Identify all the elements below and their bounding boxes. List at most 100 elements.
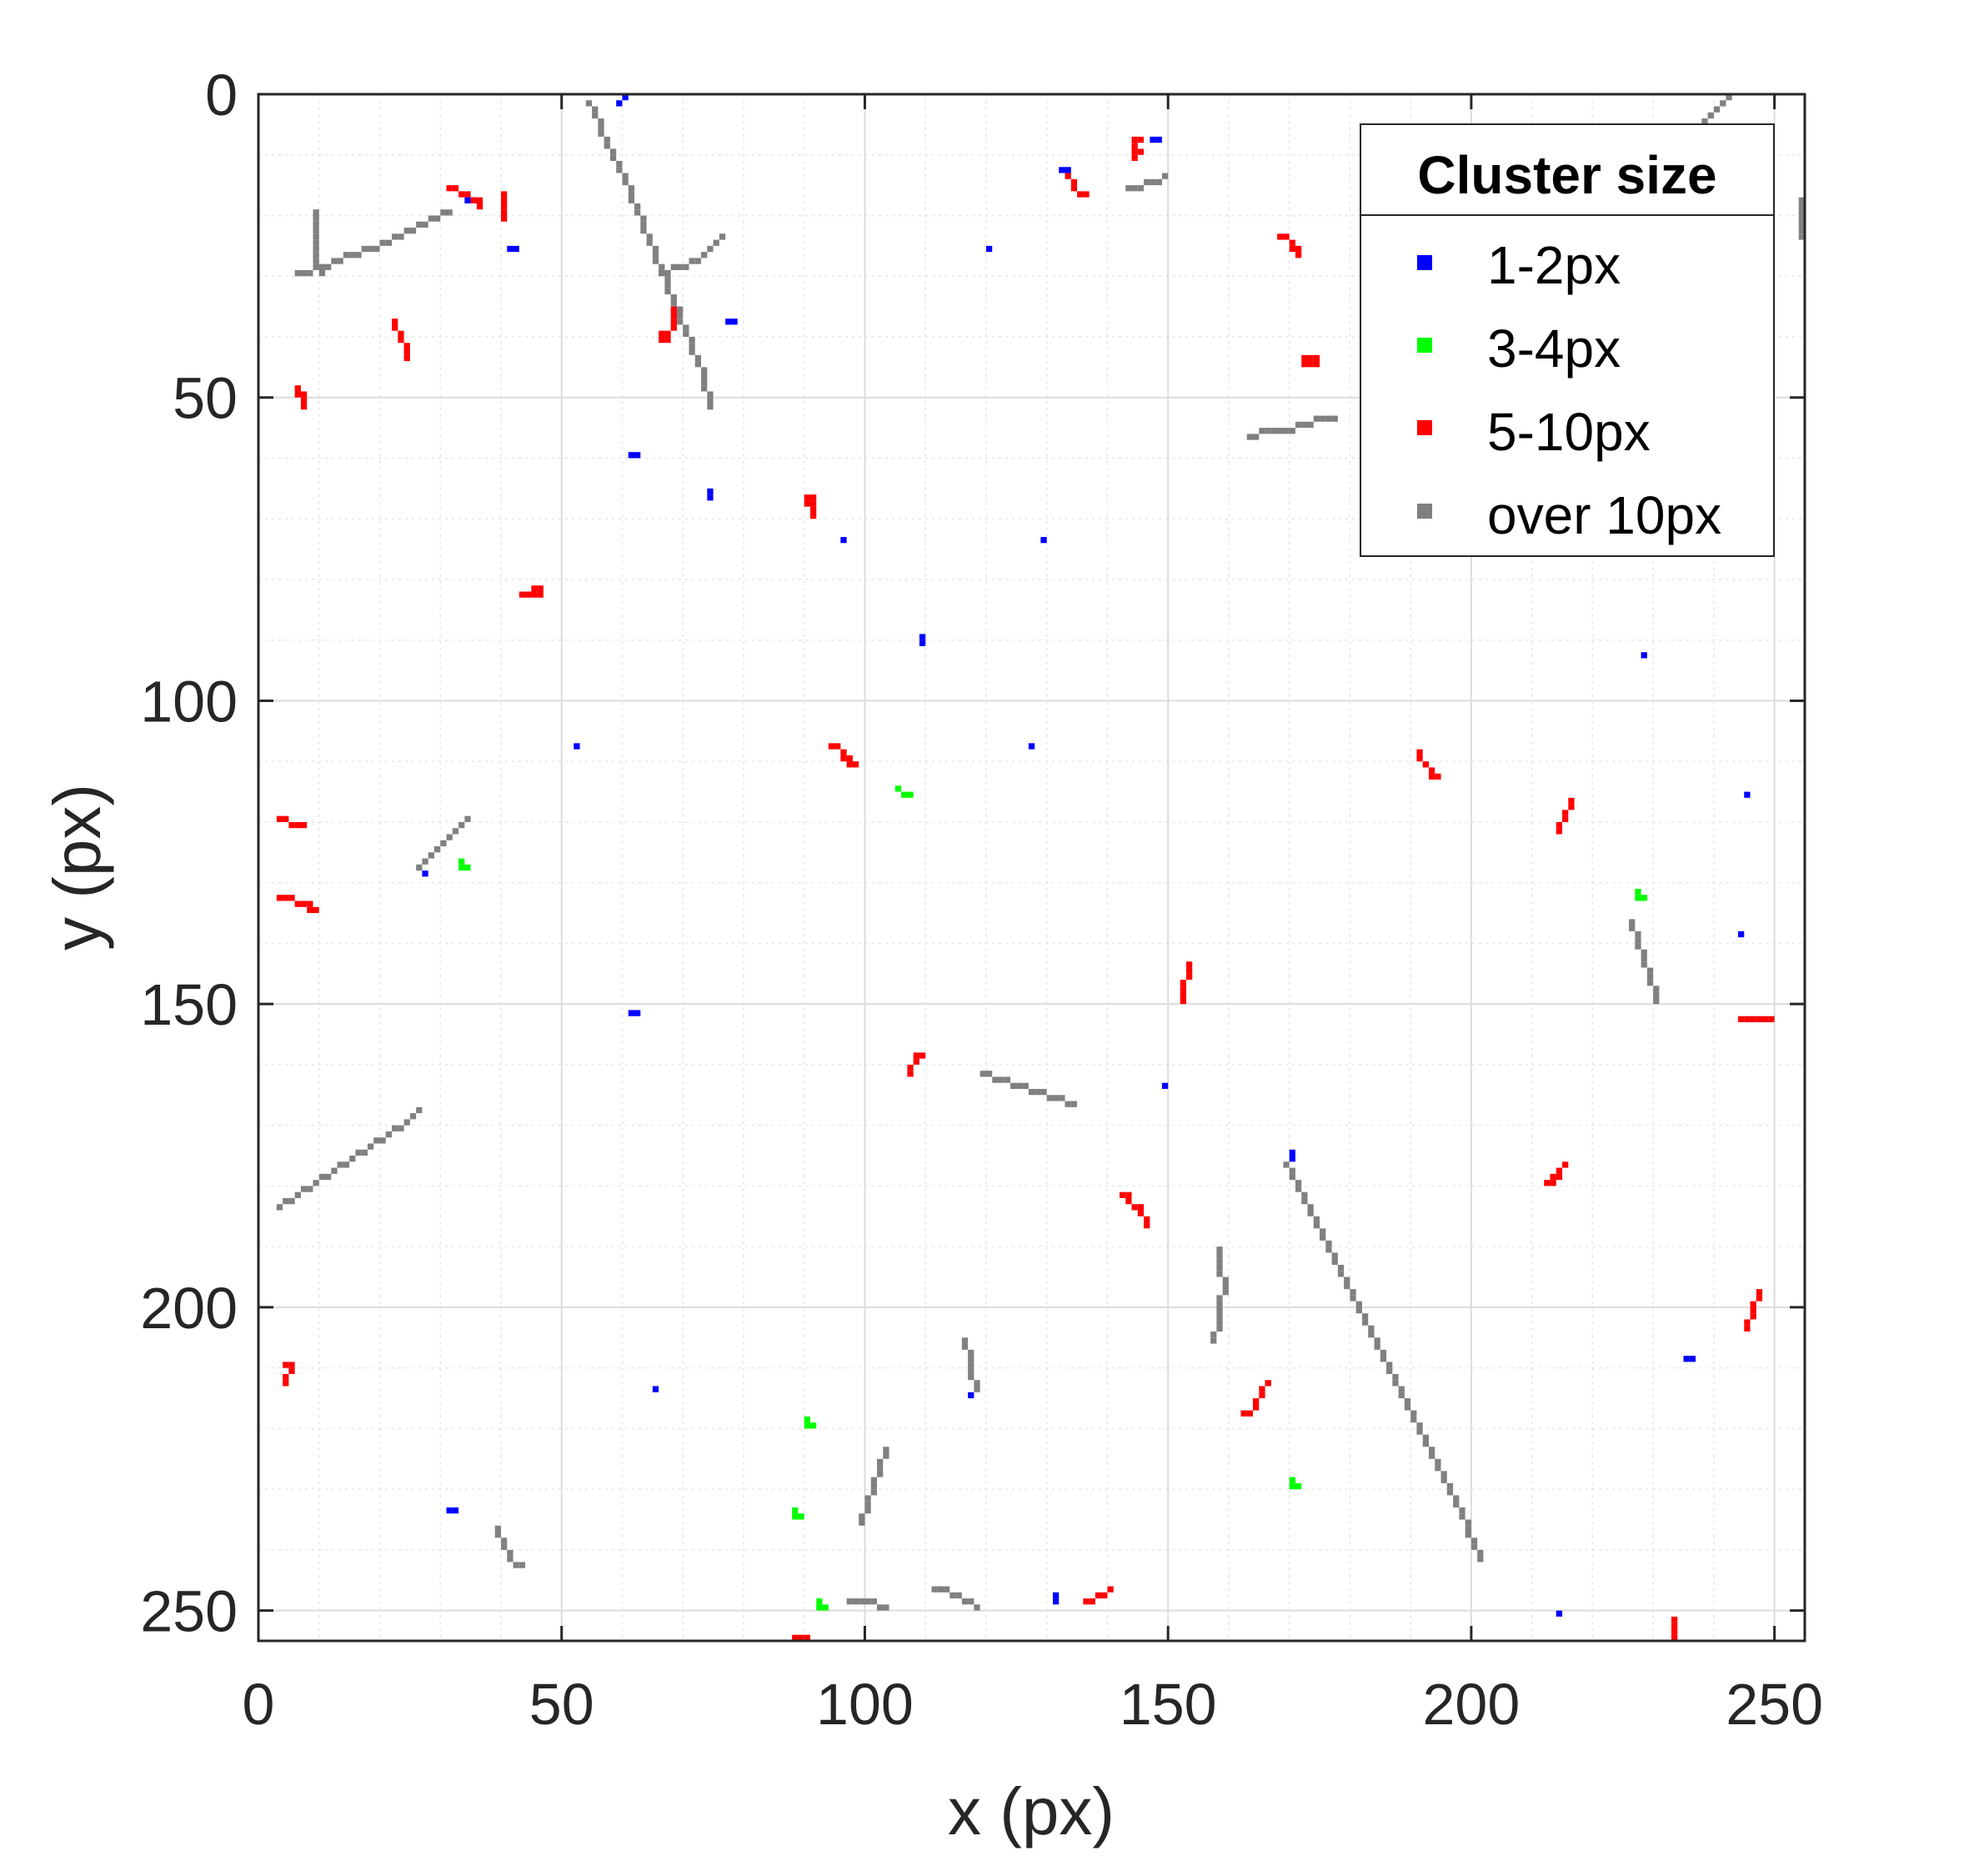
pixel-over-10px xyxy=(422,221,428,228)
pixel-over-10px xyxy=(1392,1373,1399,1381)
legend-marker-5-10px xyxy=(1417,420,1432,435)
cluster-5-10px xyxy=(792,1634,810,1641)
cluster-5-10px xyxy=(446,185,483,210)
pixel-5-10px xyxy=(1101,1592,1108,1599)
pixel-5-10px xyxy=(1131,1204,1138,1211)
pixel-1-2px xyxy=(1028,743,1035,750)
pixel-over-10px xyxy=(707,397,714,404)
pixel-5-10px xyxy=(519,591,526,598)
pixel-over-10px xyxy=(1289,1173,1295,1181)
pixel-5-10px xyxy=(1762,1016,1769,1022)
pixel-5-10px xyxy=(1307,354,1314,362)
pixel-over-10px xyxy=(343,252,350,258)
pixel-over-10px xyxy=(1726,94,1732,101)
pixel-5-10px xyxy=(300,821,308,829)
pixel-1-2px xyxy=(507,245,514,253)
cluster-5-10px xyxy=(276,895,319,914)
pixel-over-10px xyxy=(707,245,714,253)
cluster-1-2px xyxy=(1028,743,1035,750)
pixel-over-10px xyxy=(398,233,404,240)
pixel-5-10px xyxy=(1744,1016,1751,1022)
cluster-1-2px xyxy=(1744,791,1751,798)
pixel-5-10px xyxy=(670,312,677,319)
pixel-over-10px xyxy=(361,1149,368,1156)
cluster-over-10px xyxy=(1283,1161,1484,1562)
y-tick-label: 0 xyxy=(205,63,238,128)
pixel-5-10px xyxy=(288,821,295,829)
pixel-over-10px xyxy=(1337,1271,1345,1277)
pixel-over-10px xyxy=(1361,1313,1369,1320)
pixel-over-10px xyxy=(598,118,604,125)
pixel-5-10px xyxy=(1180,991,1186,998)
y-tick-label: 250 xyxy=(140,1579,238,1644)
series-1-2px xyxy=(422,94,1751,1617)
cluster-over-10px xyxy=(961,1337,980,1392)
cluster-1-2px xyxy=(1683,1356,1696,1362)
pixel-over-10px xyxy=(349,1156,356,1162)
pixel-over-10px xyxy=(1253,434,1260,440)
pixel-5-10px xyxy=(283,1362,289,1368)
pixel-over-10px xyxy=(659,269,665,277)
pixel-over-10px xyxy=(1798,215,1805,222)
pixel-5-10px xyxy=(1737,1016,1745,1022)
pixel-over-10px xyxy=(640,228,647,234)
pixel-over-10px xyxy=(1052,1095,1060,1101)
pixel-5-10px xyxy=(283,815,289,822)
pixel-5-10px xyxy=(1568,804,1575,810)
pixel-over-10px xyxy=(313,228,319,234)
pixel-over-10px xyxy=(1150,178,1156,186)
pixel-5-10px xyxy=(1556,1167,1563,1174)
pixel-over-10px xyxy=(1301,421,1308,429)
pixel-5-10px xyxy=(398,336,404,344)
pixel-over-10px xyxy=(676,306,684,313)
pixel-5-10px xyxy=(846,755,853,762)
pixel-over-10px xyxy=(1404,1398,1411,1405)
pixel-over-10px xyxy=(367,245,374,253)
pixel-over-10px xyxy=(313,209,319,216)
pixel-over-10px xyxy=(433,215,441,222)
pixel-over-10px xyxy=(1459,1513,1465,1520)
pixel-5-10px xyxy=(300,404,308,410)
pixel-over-10px xyxy=(985,1071,993,1077)
pixel-over-10px xyxy=(1453,1501,1460,1507)
pixel-over-10px xyxy=(968,1362,974,1368)
pixel-over-10px xyxy=(313,215,319,222)
pixel-over-10px xyxy=(300,1186,308,1192)
pixel-over-10px xyxy=(864,1495,871,1502)
pixel-over-10px xyxy=(846,1598,853,1605)
pixel-over-10px xyxy=(974,1380,980,1387)
pixel-over-10px xyxy=(1070,1101,1078,1107)
pixel-over-10px xyxy=(968,1373,974,1381)
cluster-1-2px xyxy=(1737,930,1745,938)
pixel-5-10px xyxy=(1077,191,1084,198)
pixel-5-10px xyxy=(294,821,301,829)
pixel-5-10px xyxy=(1428,773,1435,780)
legend-label-1-2px: 1-2px xyxy=(1487,235,1621,295)
pixel-over-10px xyxy=(1386,1362,1393,1368)
cluster-1-2px xyxy=(507,245,519,253)
pixel-5-10px xyxy=(1756,1016,1763,1022)
pixel-over-10px xyxy=(676,263,684,270)
pixel-over-10px xyxy=(458,821,465,829)
pixel-over-10px xyxy=(974,1604,980,1611)
pixel-over-10px xyxy=(670,300,677,307)
pixel-over-10px xyxy=(433,846,441,853)
pixel-over-10px xyxy=(961,1598,969,1605)
pixel-1-2px xyxy=(1556,1610,1563,1617)
pixel-5-10px xyxy=(919,1052,926,1059)
y-axis-title: y (px) xyxy=(40,784,114,951)
pixel-3-4px xyxy=(809,1422,817,1429)
pixel-5-10px xyxy=(804,500,810,507)
pixel-1-2px xyxy=(422,870,428,877)
pixel-5-10px xyxy=(307,900,313,907)
cluster-5-10px xyxy=(1065,173,1090,198)
pixel-5-10px xyxy=(476,203,483,210)
pixel-5-10px xyxy=(1744,1319,1751,1326)
cluster-5-10px xyxy=(1277,233,1302,258)
pixel-over-10px xyxy=(646,233,653,240)
pixel-5-10px xyxy=(809,512,817,519)
y-tick-label: 200 xyxy=(140,1276,238,1341)
cluster-5-10px xyxy=(500,191,508,222)
pixel-over-10px xyxy=(1277,428,1284,434)
pixel-5-10px xyxy=(846,761,853,768)
